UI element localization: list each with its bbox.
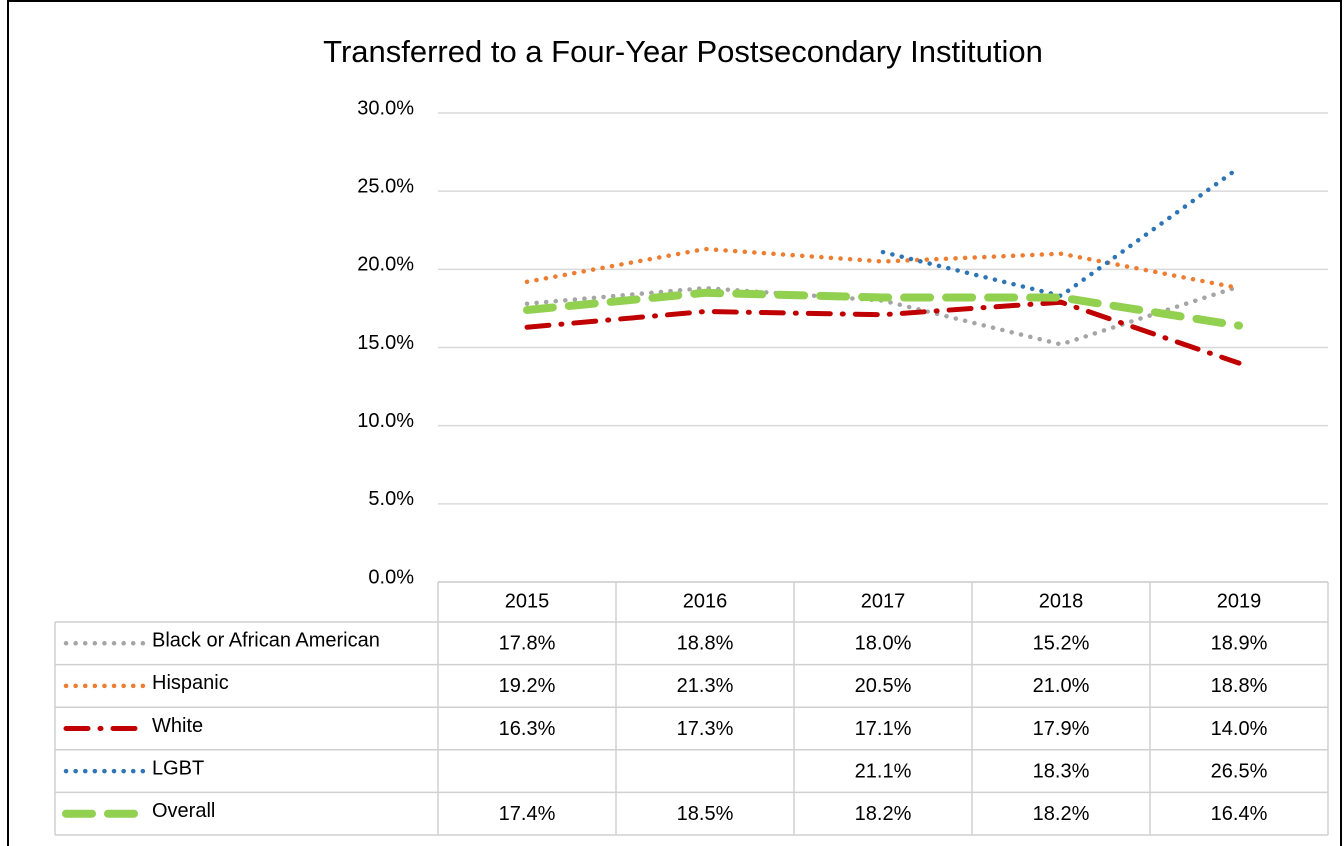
table-cell: 18.8%: [677, 633, 734, 655]
frame: [7, 0, 1342, 846]
table-cell: 17.1%: [855, 718, 912, 740]
table-cell: 18.0%: [855, 633, 912, 655]
table-cell: 17.8%: [499, 633, 556, 655]
table-cell: 26.5%: [1211, 760, 1268, 782]
x-tick-label: 2016: [683, 590, 728, 612]
table-cell: 18.2%: [855, 803, 912, 825]
table-cell: 17.3%: [677, 718, 734, 740]
chart-title: Transferred to a Four-Year Postsecondary…: [323, 34, 1043, 69]
table-cell: 18.9%: [1211, 633, 1268, 655]
legend-label: Hispanic: [152, 672, 229, 694]
table-cell: 20.5%: [855, 675, 912, 697]
y-tick-label: 20.0%: [357, 254, 414, 276]
legend-label: White: [152, 715, 203, 737]
legend-label: Black or African American: [152, 630, 380, 652]
series-line: [523, 288, 1243, 330]
y-tick-label: 30.0%: [357, 97, 414, 119]
x-tick-label: 2015: [505, 590, 550, 612]
series-line: [524, 299, 1242, 366]
table-cell: 18.5%: [677, 803, 734, 825]
table-cell: 17.4%: [499, 803, 556, 825]
y-tick-label: 15.0%: [357, 332, 414, 354]
table-cell: 19.2%: [499, 675, 556, 697]
table-cell: 21.1%: [855, 760, 912, 782]
table-cell: 18.8%: [1211, 675, 1268, 697]
table-cell: 15.2%: [1033, 633, 1090, 655]
table-cell: 18.3%: [1033, 760, 1090, 782]
x-tick-label: 2018: [1039, 590, 1084, 612]
table-cell: 18.2%: [1033, 803, 1090, 825]
table-cell: 21.0%: [1033, 675, 1090, 697]
table-cell: 16.3%: [499, 718, 556, 740]
legend-label: LGBT: [152, 757, 204, 779]
table-cell: 21.3%: [677, 675, 734, 697]
table-cell: 17.9%: [1033, 718, 1090, 740]
y-tick-label: 25.0%: [357, 175, 414, 197]
table-cell: 14.0%: [1211, 718, 1268, 740]
legend-label: Overall: [152, 800, 215, 822]
series-line: [880, 165, 1242, 299]
x-tick-label: 2017: [861, 590, 906, 612]
y-tick-label: 5.0%: [368, 488, 414, 510]
x-tick-label: 2019: [1217, 590, 1262, 612]
table-cell: 16.4%: [1211, 803, 1268, 825]
y-tick-label: 0.0%: [368, 566, 414, 588]
series-line: [524, 246, 1242, 291]
y-tick-label: 10.0%: [357, 410, 414, 432]
